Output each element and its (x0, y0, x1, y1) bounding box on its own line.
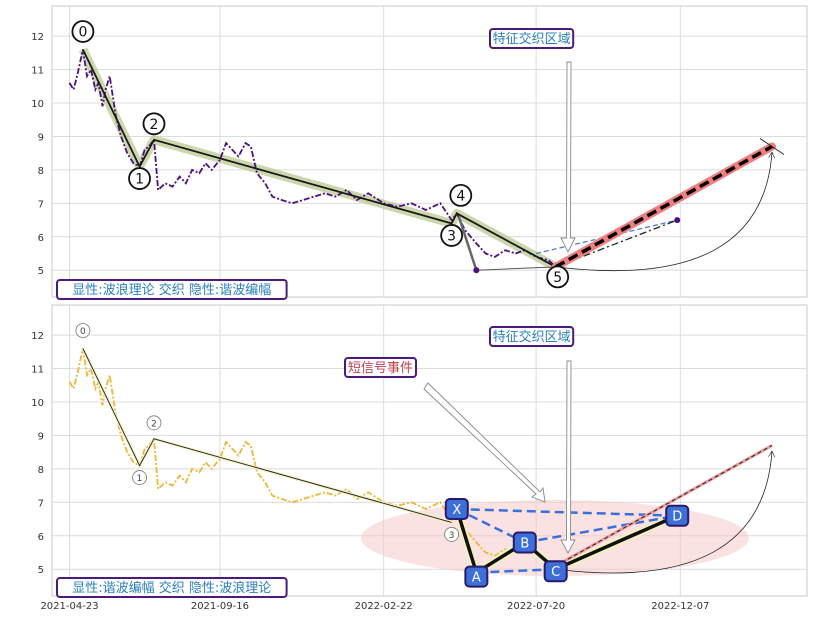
y-tick-label: 12 (31, 331, 44, 342)
annotation-arrow (560, 360, 576, 554)
x-tick-label: 2022-02-22 (355, 601, 413, 612)
harmonic-label-C: C (551, 565, 560, 580)
signal-annotation: 短信号事件 (348, 361, 413, 376)
wave-marker-3 (440, 224, 464, 247)
y-tick-label: 6 (38, 532, 44, 543)
wave-line (82, 49, 557, 268)
wave-label-5: 5 (553, 270, 562, 286)
wave-marker-2 (146, 415, 162, 431)
bottom-label: 显性:谐波编幅 交织 隐性:波浪理论 (72, 580, 271, 596)
y-tick-label: 9 (38, 132, 44, 143)
harmonic-label-B: B (520, 536, 529, 551)
harmonic-label-D: D (672, 510, 682, 525)
wave-line (82, 348, 452, 523)
y-tick-label: 7 (38, 498, 44, 509)
harmonic-dashed (456, 507, 678, 517)
alt-segment (457, 216, 478, 271)
wave-marker-2 (142, 112, 166, 136)
wave-marker-3 (444, 527, 460, 542)
y-tick-label: 7 (38, 199, 44, 210)
top-annotation-box (489, 28, 575, 49)
plot-area (51, 5, 808, 298)
bottom-label-box (56, 577, 288, 598)
wave-marker-0 (75, 323, 91, 338)
harmonic-marker-A (464, 565, 489, 588)
wave-label-1: 1 (137, 474, 143, 484)
bottom-annotation-box (489, 326, 575, 347)
wave-label-1: 1 (135, 172, 144, 188)
bottom-annotation: 特征交织区域 (493, 329, 571, 345)
alt-point (473, 267, 480, 274)
wave-label-0: 0 (78, 24, 87, 40)
wave-marker-1 (128, 167, 151, 190)
signal-arrow (423, 382, 546, 503)
wave-marker-4 (449, 183, 473, 207)
signal-annotation-box (344, 357, 417, 378)
harmonic-dashed (524, 514, 678, 544)
projection-dashed (555, 445, 773, 567)
projection-dashed (554, 144, 773, 269)
price-line (68, 348, 557, 567)
y-tick-label: 8 (38, 166, 44, 177)
y-tick-label: 5 (38, 565, 44, 576)
harmonic-marker-B (512, 531, 537, 554)
top-label: 显性:波浪理论 交织 隐性:谐波编幅 (72, 282, 271, 298)
wave-label-2: 2 (151, 419, 157, 429)
x-tick-label: 2022-12-07 (651, 601, 709, 612)
alt-endpoint (674, 217, 681, 224)
y-tick-label: 8 (38, 465, 44, 476)
top-label-box (56, 279, 288, 300)
wave-marker-5 (546, 265, 570, 289)
y-tick-label: 10 (31, 398, 44, 409)
harmonic-label-X: X (452, 503, 461, 518)
harmonic-marker-D (665, 504, 690, 527)
curved-arrow (555, 451, 772, 574)
wave-label-3: 3 (447, 228, 456, 244)
x-tick-label: 2021-04-23 (40, 601, 98, 612)
harmonic-marker-X (444, 498, 469, 521)
y-tick-label: 12 (31, 32, 44, 43)
wave-marker-0 (71, 20, 95, 43)
y-tick-label: 9 (38, 431, 44, 442)
x-tick-label: 2021-09-16 (191, 601, 249, 612)
wave-label-3: 3 (449, 531, 455, 541)
top-annotation: 特征交织区域 (493, 31, 571, 47)
y-tick-label: 5 (38, 266, 44, 277)
wave-label-4: 4 (456, 188, 465, 204)
price-line (68, 49, 557, 268)
curved-arrow (555, 152, 772, 272)
y-tick-label: 11 (31, 365, 44, 376)
y-tick-label: 6 (38, 233, 44, 244)
harmonic-marker-C (543, 560, 568, 583)
wave-label-2: 2 (150, 117, 159, 133)
x-tick-label: 2022-07-20 (507, 601, 565, 612)
wave-marker-1 (132, 470, 147, 485)
projection-tick (759, 138, 785, 155)
y-tick-label: 11 (31, 66, 44, 77)
wave-label-0: 0 (80, 327, 86, 337)
annotation-arrow (560, 61, 576, 254)
y-tick-label: 10 (31, 99, 44, 110)
harmonic-label-A: A (472, 571, 481, 586)
